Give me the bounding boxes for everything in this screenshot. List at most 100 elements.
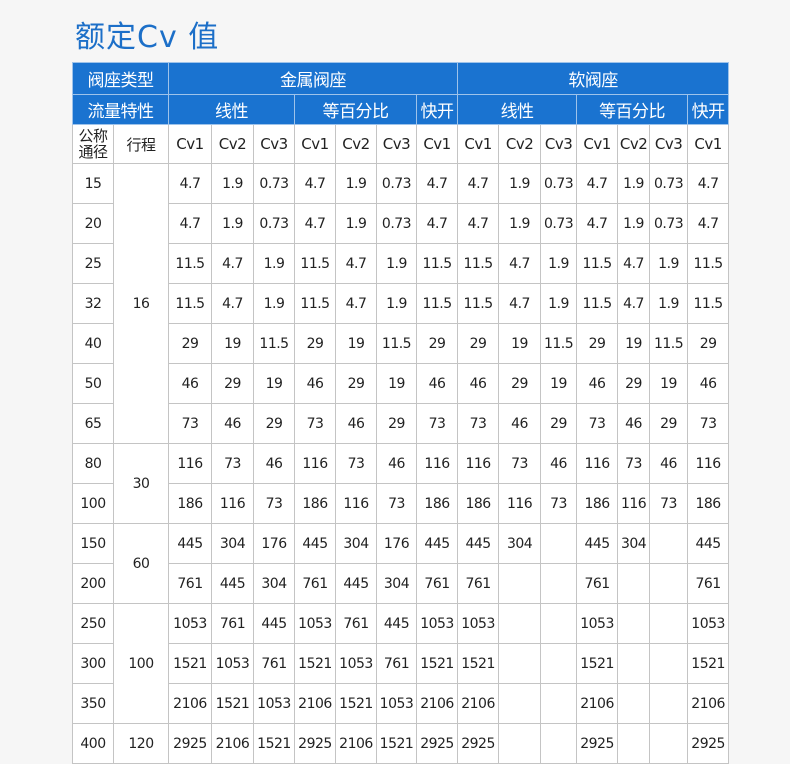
cv-value-cell: 116 xyxy=(687,443,730,484)
cv-value-cell: 1521 xyxy=(457,643,500,684)
cv-value-cell: 1521 xyxy=(415,643,459,684)
cv-value-cell: 4.7 xyxy=(168,203,212,244)
seat-type-label: 阀座类型 xyxy=(72,62,169,95)
cv-value-cell: 11.5 xyxy=(576,243,619,284)
cv-value-cell: 0.73 xyxy=(376,203,417,244)
cv-value-cell: 1.9 xyxy=(649,243,689,284)
cv-value-cell: 116 xyxy=(617,483,651,524)
cv-value-cell: 4.7 xyxy=(415,203,459,244)
cv-value-cell xyxy=(649,683,689,724)
cv-value-cell: 46 xyxy=(457,363,500,404)
cv-value-cell: 4.7 xyxy=(576,163,619,204)
cv-value-cell xyxy=(498,723,542,764)
cv-value-cell: 1053 xyxy=(576,603,619,644)
cv-value-cell: 1521 xyxy=(576,643,619,684)
cv-value-cell: 0.73 xyxy=(649,163,689,204)
cv-value-cell: 29 xyxy=(211,363,254,404)
cv-value-cell xyxy=(617,643,651,684)
cv-col-header: Cv2 xyxy=(498,124,542,164)
cv-value-cell: 304 xyxy=(617,523,651,564)
table-row: 15 16 4.7 1.9 0.73 4.7 1.9 0.73 4.7 4.7 1.9 0.73 4.7… xyxy=(72,163,730,444)
cv-value-cell: 1.9 xyxy=(211,163,254,204)
cv-value-cell: 11.5 xyxy=(687,283,730,324)
cv-value-cell: 761 xyxy=(211,603,254,644)
cv-value-cell: 11.5 xyxy=(253,323,295,364)
cv-value-cell: 19 xyxy=(211,323,254,364)
cv-value-cell xyxy=(649,523,689,564)
cv-value-cell: 73 xyxy=(415,403,459,444)
cv-value-cell xyxy=(540,523,578,564)
cv-value-cell: 1.9 xyxy=(211,203,254,244)
cv-value-cell: 46 xyxy=(415,363,459,404)
dn-cell: 200 xyxy=(72,563,114,604)
cv-value-cell: 186 xyxy=(457,483,500,524)
cv-value-cell: 1.9 xyxy=(376,283,417,324)
cv-value-cell: 46 xyxy=(540,443,578,484)
cv-value-cell: 46 xyxy=(335,403,377,444)
cv-col-header: Cv3 xyxy=(253,124,295,164)
cv-value-cell: 4.7 xyxy=(294,203,336,244)
cv-value-cell: 73 xyxy=(294,403,336,444)
cv-col-header: Cv3 xyxy=(649,124,689,164)
table-row: 32 11.5 4.7 1.9 11.5 4.7 1.9 11.5 11.5 4.7 1.9 11.5… xyxy=(72,283,730,324)
cv-value-cell xyxy=(540,603,578,644)
cv-value-cell: 761 xyxy=(687,563,730,604)
page-title: 额定Cv 值 xyxy=(75,20,220,55)
cv-value-cell xyxy=(540,723,578,764)
cv-value-cell: 19 xyxy=(253,363,295,404)
cv-value-cell: 1521 xyxy=(253,723,295,764)
cv-value-cell: 176 xyxy=(253,523,295,564)
cv-value-cell: 116 xyxy=(415,443,459,484)
cv-value-cell: 116 xyxy=(335,483,377,524)
cv-value-cell: 29 xyxy=(649,403,689,444)
cv-value-cell: 1053 xyxy=(211,643,254,684)
cv-value-cell: 304 xyxy=(335,523,377,564)
cv-value-cell xyxy=(540,683,578,724)
table-row: 40 29 19 11.5 29 19 11.5 29 29 19 11.5 29 19 11.5 29 xyxy=(72,323,730,364)
cv-value-cell: 761 xyxy=(376,643,417,684)
cv-value-cell: 11.5 xyxy=(168,283,212,324)
cv-value-cell: 11.5 xyxy=(687,243,730,284)
cv-value-cell: 46 xyxy=(617,403,651,444)
cv-value-cell: 116 xyxy=(457,443,500,484)
cv-value-cell xyxy=(649,563,689,604)
cv-value-cell: 1.9 xyxy=(253,243,295,284)
cv-value-cell: 2925 xyxy=(294,723,336,764)
cv-col-header: Cv1 xyxy=(168,124,212,164)
cv-value-cell: 1053 xyxy=(294,603,336,644)
cv-value-cell: 0.73 xyxy=(649,203,689,244)
cv-value-cell: 2106 xyxy=(168,683,212,724)
cv-value-cell: 11.5 xyxy=(576,283,619,324)
cv-value-cell: 4.7 xyxy=(294,163,336,204)
cv-value-cell: 11.5 xyxy=(457,283,500,324)
cv-value-cell: 445 xyxy=(415,523,459,564)
table-row: 350 2106 1521 1053 2106 1521 1053 2106 2106 2106 2… xyxy=(72,683,730,724)
cv-value-cell: 73 xyxy=(540,483,578,524)
cv-value-cell: 11.5 xyxy=(294,243,336,284)
cv-value-cell xyxy=(617,723,651,764)
cv-value-cell: 46 xyxy=(376,443,417,484)
cv-value-cell: 73 xyxy=(335,443,377,484)
cv-value-cell: 0.73 xyxy=(376,163,417,204)
cv-value-cell: 4.7 xyxy=(415,163,459,204)
cv-value-cell: 176 xyxy=(376,523,417,564)
soft-equal-pct-header: 等百分比 xyxy=(576,94,689,125)
cv-value-cell: 73 xyxy=(168,403,212,444)
travel-cell: 30 xyxy=(113,443,169,524)
cv-col-header: Cv3 xyxy=(376,124,417,164)
cv-value-cell: 29 xyxy=(540,403,578,444)
cv-value-cell: 73 xyxy=(376,483,417,524)
cv-value-cell: 11.5 xyxy=(457,243,500,284)
travel-cell: 100 xyxy=(113,603,169,724)
cv-value-cell: 2925 xyxy=(576,723,619,764)
soft-linear-header: 线性 xyxy=(457,94,578,125)
cv-value-cell: 29 xyxy=(415,323,459,364)
cv-value-cell: 445 xyxy=(687,523,730,564)
cv-value-cell: 445 xyxy=(211,563,254,604)
travel-cell: 60 xyxy=(113,523,169,604)
cv-value-cell: 19 xyxy=(376,363,417,404)
cv-value-cell: 29 xyxy=(687,323,730,364)
cv-value-cell: 116 xyxy=(211,483,254,524)
cv-value-cell xyxy=(649,643,689,684)
cv-value-cell: 1521 xyxy=(294,643,336,684)
